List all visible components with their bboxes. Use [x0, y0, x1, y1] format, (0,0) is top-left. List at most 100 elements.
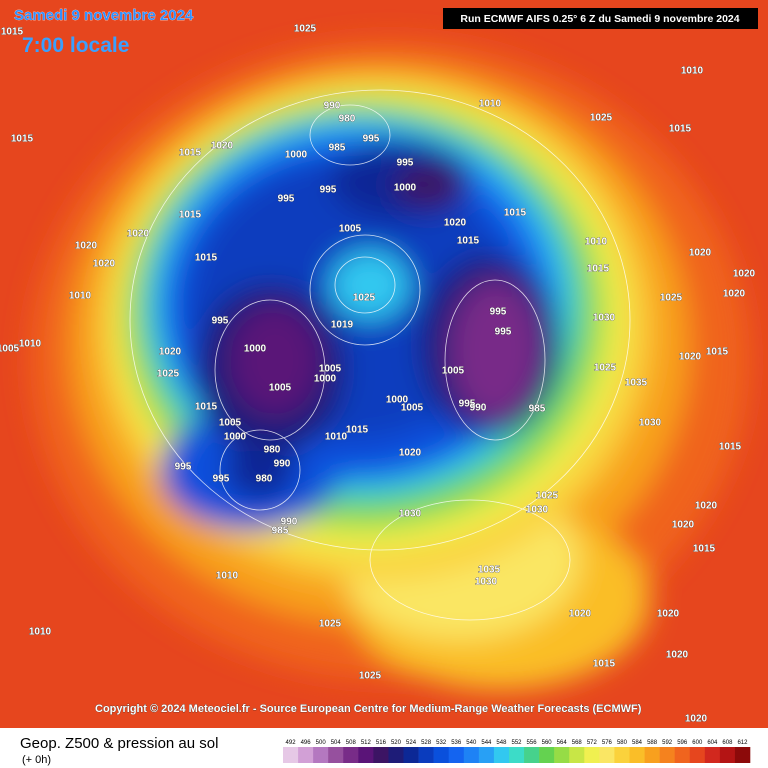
colorbar-label: 608 [722, 740, 733, 746]
isobar-label: 1030 [526, 505, 549, 516]
isobar-label: 1010 [29, 627, 52, 638]
isobar-label: 1030 [399, 509, 422, 520]
isobar-label: 995 [212, 316, 229, 327]
colorbar-swatch [448, 747, 465, 763]
isobar-label: 1025 [353, 293, 376, 304]
colorbar-swatch [629, 747, 645, 763]
colorbar-swatch [719, 747, 736, 763]
footer-title: Geop. Z500 & pression au sol [20, 735, 218, 752]
colorbar-label: 536 [451, 740, 462, 746]
isobar-label: 1000 [285, 150, 308, 161]
colorbar-label: 520 [391, 740, 402, 746]
colorbar-swatch [659, 747, 675, 763]
isobar-label: 995 [175, 462, 192, 473]
colorbar-label: 500 [316, 740, 327, 746]
map-date: Samedi 9 novembre 2024 [14, 7, 194, 24]
isobar-label: 1020 [679, 352, 702, 363]
colorbar-swatch [478, 747, 495, 763]
isobar-label: 1020 [444, 218, 467, 229]
isobar-label: 1015 [706, 347, 729, 358]
colorbar-swatch [539, 747, 555, 763]
colorbar-swatch [283, 747, 299, 763]
colorbar-label: 548 [496, 740, 507, 746]
colorbar-label: 544 [481, 740, 492, 746]
run-box [443, 8, 758, 29]
isobar-label: 1035 [478, 565, 501, 576]
isobar-label: 1020 [127, 229, 150, 240]
isobar-label: 1015 [195, 402, 218, 413]
isobar-label: 980 [264, 445, 281, 456]
isobar-label: 1020 [695, 501, 718, 512]
isobar-label: 990 [324, 101, 341, 112]
colorbar-label: 580 [617, 740, 628, 746]
colorbar-swatch [388, 747, 404, 763]
colorbar-swatch [403, 747, 419, 763]
isobar-label: 1015 [179, 148, 202, 159]
isobar-label: 1015 [179, 210, 202, 221]
isobar-label: 1025 [319, 619, 342, 630]
colorbar-swatch [614, 747, 630, 763]
colorbar-label: 612 [737, 740, 748, 746]
isobar-label: 1020 [666, 650, 689, 661]
isobar-label: 1005 [401, 403, 424, 414]
isobar-label: 985 [272, 526, 289, 537]
colorbar-swatch [584, 747, 600, 763]
isobar-label: 1020 [159, 347, 182, 358]
isobar-label: 1020 [689, 248, 712, 259]
colorbar-swatch [433, 747, 450, 763]
isobar-label: 1015 [593, 659, 616, 670]
isobar-label: 995 [278, 194, 295, 205]
isobar-label: 1010 [479, 99, 502, 110]
isobar-label: 1010 [19, 339, 42, 350]
isobar-label: 1015 [669, 124, 692, 135]
copyright: Copyright © 2024 Meteociel.fr - Source E… [95, 703, 642, 715]
colorbar-swatch [644, 747, 660, 763]
isobar-label: 1000 [314, 374, 337, 385]
isobar-label: 1010 [585, 237, 608, 248]
isobar-label: 1020 [672, 520, 695, 531]
colorbar-label: 584 [632, 740, 643, 746]
isobar-label: 1010 [69, 291, 92, 302]
isobar-label: 1010 [216, 571, 239, 582]
colorbar-swatch [554, 747, 570, 763]
isobar-label: 1025 [157, 369, 180, 380]
colorbar-label: 576 [602, 740, 613, 746]
isobar-label: 1005 [219, 418, 242, 429]
isobar-label: 1025 [359, 671, 382, 682]
isobar-label: 1015 [457, 236, 480, 247]
colorbar-label: 588 [647, 740, 658, 746]
map-field [0, 0, 768, 728]
isobar-label: 985 [329, 143, 346, 154]
isobar-label: 1000 [224, 432, 247, 443]
isobar-label: 1015 [719, 442, 742, 453]
isobar-label: 1020 [685, 714, 708, 725]
isobar-label: 990 [274, 459, 291, 470]
colorbar-swatch [493, 747, 510, 763]
colorbar-swatch [463, 747, 480, 763]
colorbar-label: 568 [572, 740, 583, 746]
isobar-label: 1015 [195, 253, 218, 264]
isobar-label: 1005 [339, 224, 362, 235]
colorbar-label: 512 [361, 740, 372, 746]
isobar-label: 1010 [325, 432, 348, 443]
colorbar-label: 564 [557, 740, 568, 746]
isobar-label: 1019 [331, 320, 354, 331]
colorbar-label: 556 [527, 740, 538, 746]
isobar-label: 1025 [660, 293, 683, 304]
isobar-label: 1025 [594, 363, 617, 374]
isobar-label: 1000 [244, 344, 267, 355]
isobar-label: 980 [339, 114, 356, 125]
isobar-label: 1010 [681, 66, 704, 77]
colorbar-swatch [358, 747, 374, 763]
isobar-label: 995 [459, 399, 476, 410]
colorbar-swatch [508, 747, 525, 763]
colorbar-label: 552 [511, 740, 522, 746]
colorbar-label: 532 [436, 740, 447, 746]
isobar-label: 1005 [319, 364, 342, 375]
colorbar-swatch [418, 747, 434, 763]
colorbar-label: 596 [677, 740, 688, 746]
isobar-label: 1015 [693, 544, 716, 555]
colorbar-swatch [524, 747, 540, 763]
colorbar-label: 528 [421, 740, 432, 746]
